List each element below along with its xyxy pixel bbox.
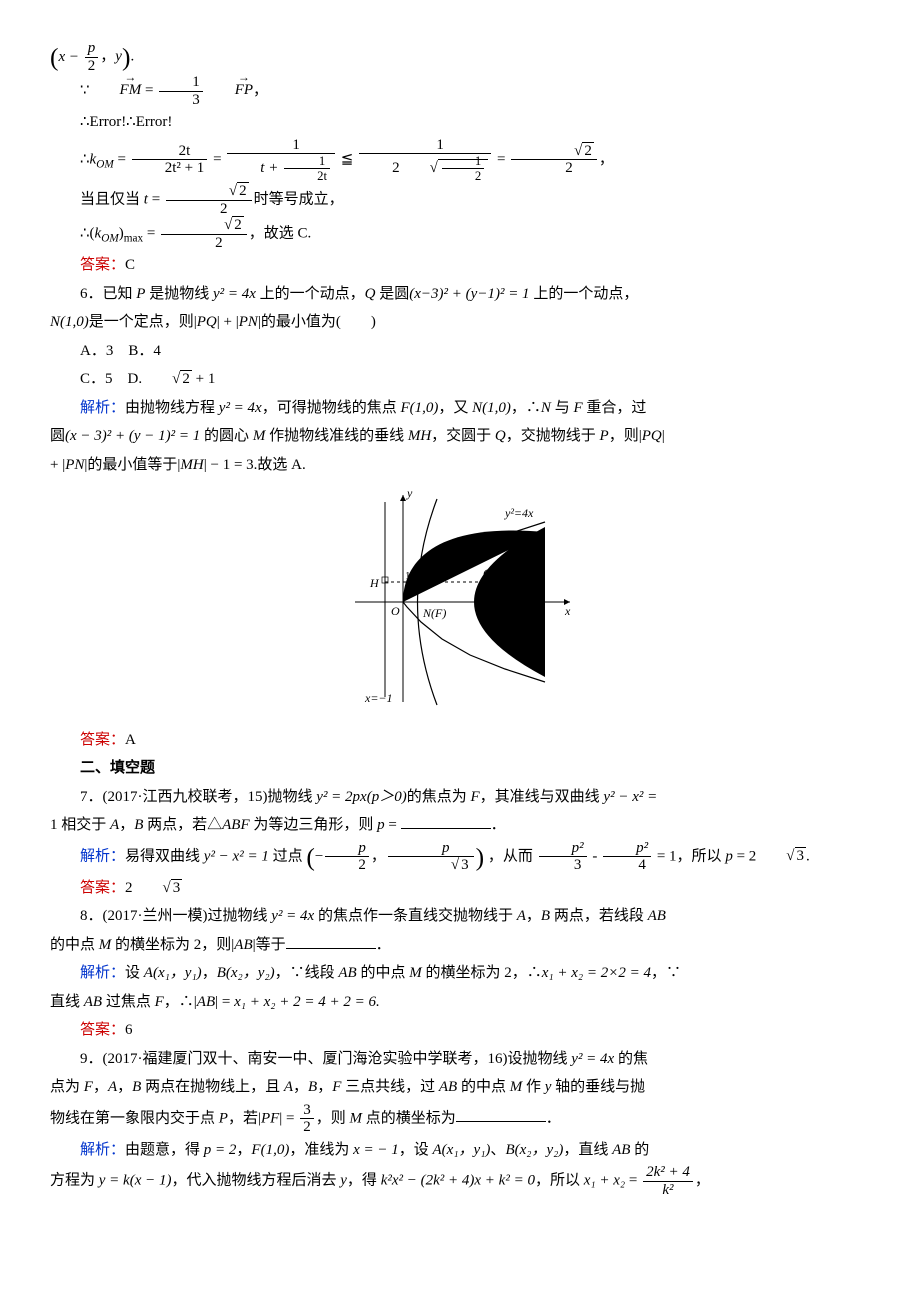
blank-9 xyxy=(456,1106,546,1122)
label-one: 1 xyxy=(405,570,411,582)
question-9-l3: 物线在第一象限内交于点 P，若|PF| = 32，则 M 点的横坐标为． xyxy=(50,1102,870,1136)
label-P: P xyxy=(414,584,423,598)
label-Q: Q xyxy=(483,566,492,580)
label-xneg1: x=−1 xyxy=(364,691,393,705)
line-fm-fp: ∵FM = 13FP， xyxy=(50,74,870,108)
question-7-l2: 1 相交于 A，B 两点，若△ABF 为等边三角形，则 p = ． xyxy=(50,811,870,840)
solution-8: 解析：设 A(x₁，y₁)，B(x₂，y₂)，∵线段 AB 的中点 M 的横坐标… xyxy=(50,959,870,988)
label-y24x: y²=4x xyxy=(504,506,534,520)
question-8-l2: 的中点 M 的横坐标为 2，则|AB|等于． xyxy=(50,931,870,960)
label-NF: N(F) xyxy=(422,606,446,620)
answer-8: 答案：6 xyxy=(50,1016,870,1045)
section-2-title: 二、填空题 xyxy=(50,754,870,783)
answer-6: 答案：A xyxy=(50,726,870,755)
q6-options-ab: A．3 B．4 xyxy=(50,337,870,366)
label-y: y xyxy=(406,487,413,500)
fragment-top: (x − p2，y). xyxy=(50,40,870,74)
solution-8-l2: 直线 AB 过焦点 F，∴|AB| = x₁ + x₂ + 2 = 4 + 2 … xyxy=(50,988,870,1017)
answer-5: 答案：C xyxy=(50,251,870,280)
solution-6-l2: 圆(x − 3)² + (y − 1)² = 1 的圆心 M 作抛物线准线的垂线… xyxy=(50,422,870,451)
q6-options-cd: C．5 D.√2 + 1 xyxy=(50,365,870,394)
label-M: M xyxy=(520,576,532,590)
diagram-q6: y x O H P 1 Q M N(F) 3 y²=4x x=−1 xyxy=(50,487,870,718)
solution-6: 解析：由抛物线方程 y² = 4x，可得抛物线的焦点 F(1,0)，又 N(1,… xyxy=(50,394,870,423)
blank-7 xyxy=(401,813,491,829)
question-6: 6．已知 P 是抛物线 y² = 4x 上的一个动点，Q 是圆(x−3)² + … xyxy=(50,280,870,309)
solution-7: 解析：易得双曲线 y² − x² = 1 过点 (−p2，p√3) ，从而 p²… xyxy=(50,840,870,874)
answer-7: 答案：2√3 xyxy=(50,874,870,903)
solution-6-l3: + |PN|的最小值等于|MH| − 1 = 3.故选 A. xyxy=(50,451,870,480)
label-three: 3 xyxy=(511,606,517,620)
label-H: H xyxy=(369,576,380,590)
label-O: O xyxy=(391,604,400,618)
question-7: 7．(2017·江西九校联考，15)抛物线 y² = 2px(p＞0)的焦点为 … xyxy=(50,783,870,812)
blank-8 xyxy=(286,933,376,949)
line-kom-max: ∴(kOM)max = √22，故选 C. xyxy=(50,217,870,251)
line-kom: ∴kOM = 2t2t² + 1 = 1 t + 12t ≦ 1 2√12 = … xyxy=(50,137,870,184)
question-9-l2: 点为 F，A，B 两点在抛物线上，且 A，B，F 三点共线，过 AB 的中点 M… xyxy=(50,1073,870,1102)
line-iff: 当且仅当 t = √22时等号成立， xyxy=(50,183,870,217)
question-6-line2: N(1,0)是一个定点，则|PQ| + |PN|的最小值为( ) xyxy=(50,308,870,337)
question-9: 9．(2017·福建厦门双十、南安一中、厦门海沧实验中学联考，16)设抛物线 y… xyxy=(50,1045,870,1074)
paren-left: ( xyxy=(50,42,59,71)
label-x: x xyxy=(564,604,571,618)
solution-9: 解析：由题意，得 p = 2，F(1,0)，准线为 x = − 1，设 A(x₁… xyxy=(50,1136,870,1165)
solution-9-l2: 方程为 y = k(x − 1)，代入抛物线方程后消去 y，得 k²x² − (… xyxy=(50,1164,870,1198)
line-error: ∴Error!∴Error! xyxy=(50,108,870,137)
question-8: 8．(2017·兰州一模)过抛物线 y² = 4x 的焦点作一条直线交抛物线于 … xyxy=(50,902,870,931)
